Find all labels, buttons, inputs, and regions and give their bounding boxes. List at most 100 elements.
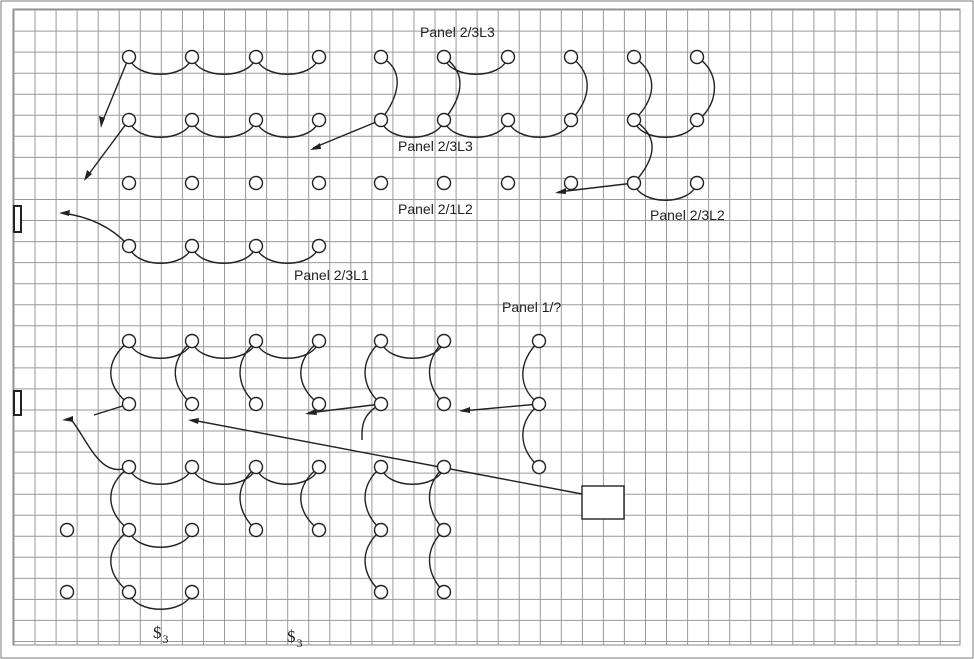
arrowhead [84, 170, 92, 181]
arrowhead [188, 418, 199, 424]
circuit-arc [364, 529, 382, 593]
light-fixture-symbol [248, 333, 264, 349]
light-fixture-symbol [436, 396, 452, 412]
light-fixture-symbol [121, 112, 137, 128]
home-run-line [100, 56, 130, 126]
circuit-arc [633, 56, 653, 121]
light-fixture-symbol [184, 459, 200, 475]
circuit-arc [428, 340, 445, 405]
junction-box [581, 485, 625, 520]
light-fixture-symbol [689, 175, 705, 191]
light-fixture-symbol [563, 112, 579, 128]
panel-label: Panel 2/3L1 [294, 267, 369, 283]
light-fixture-symbol [248, 175, 264, 191]
light-fixture-symbol [184, 175, 200, 191]
light-fixture-symbol [626, 175, 642, 191]
light-fixture-symbol [311, 175, 327, 191]
light-fixture-symbol [373, 522, 389, 538]
wiring [61, 56, 715, 610]
panel-label: Panel 2/1L2 [398, 201, 473, 217]
light-fixture-symbol [121, 238, 137, 254]
grid [13, 9, 960, 645]
home-run-line [461, 403, 540, 412]
light-fixture-symbol [59, 584, 75, 600]
switch-dollar: $ [287, 627, 296, 646]
circuit-arc [300, 340, 320, 405]
light-fixtures [59, 49, 705, 600]
panel-label: Panel 1/? [502, 299, 561, 315]
light-fixture-symbol [311, 333, 327, 349]
circuit-arc [570, 56, 588, 121]
panel-label: Panel 2/3L3 [398, 138, 473, 154]
switch-symbol: $3 [287, 627, 303, 650]
light-fixture-symbol [373, 49, 389, 65]
arrowhead [62, 416, 73, 422]
circuit-arc [239, 466, 257, 531]
light-fixture-symbol [373, 112, 389, 128]
light-fixture-symbol [500, 49, 516, 65]
light-fixture-symbol [531, 396, 547, 412]
light-fixture-symbol [436, 522, 452, 538]
home-run-line [85, 119, 130, 179]
light-fixture-symbol [121, 49, 137, 65]
light-fixture-symbol [248, 522, 264, 538]
light-fixture-symbol [373, 396, 389, 412]
circuit-arc [522, 403, 540, 468]
home-run-line [69, 417, 130, 470]
light-fixture-symbol [436, 112, 452, 128]
light-fixture-symbol [184, 396, 200, 412]
switch-dollar: $ [153, 623, 162, 642]
circuit-arc [428, 466, 445, 531]
light-fixture-symbol [184, 333, 200, 349]
electrical-panel [13, 205, 22, 233]
arrowhead [310, 143, 321, 150]
circuit-arc [428, 529, 445, 593]
light-fixture-symbol [626, 112, 642, 128]
arrowheads [59, 116, 566, 424]
panel-label: Panel 2/3L3 [420, 24, 495, 40]
circuit-arc [300, 466, 320, 531]
light-fixture-symbol [563, 49, 579, 65]
light-fixture-symbol [373, 175, 389, 191]
light-fixture-symbol [121, 175, 137, 191]
light-fixture-symbol [311, 459, 327, 475]
panel-label: Panel 2/3L2 [650, 207, 725, 223]
light-fixture-symbol [436, 175, 452, 191]
light-fixture-symbol [436, 49, 452, 65]
light-fixture-symbol [184, 584, 200, 600]
light-fixture-symbol [184, 238, 200, 254]
switch-symbol: $3 [153, 623, 169, 646]
arrowhead [59, 210, 70, 216]
light-fixture-symbol [59, 522, 75, 538]
light-fixture-symbol [531, 459, 547, 475]
light-fixture-symbol [121, 333, 137, 349]
light-fixture-symbol [184, 112, 200, 128]
circuit-arc [633, 119, 653, 184]
arrowhead [305, 409, 317, 415]
arrowhead [99, 116, 105, 128]
light-fixture-symbol [121, 459, 137, 475]
home-run-line [312, 119, 382, 149]
light-fixture-symbol [373, 333, 389, 349]
home-run-line [307, 403, 382, 414]
circuit-arc [364, 340, 382, 405]
light-fixture-symbol [500, 112, 516, 128]
light-fixture-symbol [563, 175, 579, 191]
light-fixture-symbol [531, 333, 547, 349]
light-fixture-symbol [689, 49, 705, 65]
light-fixture-symbol [373, 459, 389, 475]
light-fixture-symbol [248, 49, 264, 65]
light-fixture-symbol [436, 459, 452, 475]
circuit-arc [443, 56, 461, 121]
circuit-arc [110, 340, 130, 405]
light-fixture-symbol [248, 238, 264, 254]
home-run-line [557, 182, 635, 193]
home-run-line [191, 419, 583, 495]
circuit-arc [110, 529, 130, 593]
circuit-arc [110, 466, 130, 531]
light-fixture-symbol [248, 459, 264, 475]
light-fixture-symbol [121, 584, 137, 600]
